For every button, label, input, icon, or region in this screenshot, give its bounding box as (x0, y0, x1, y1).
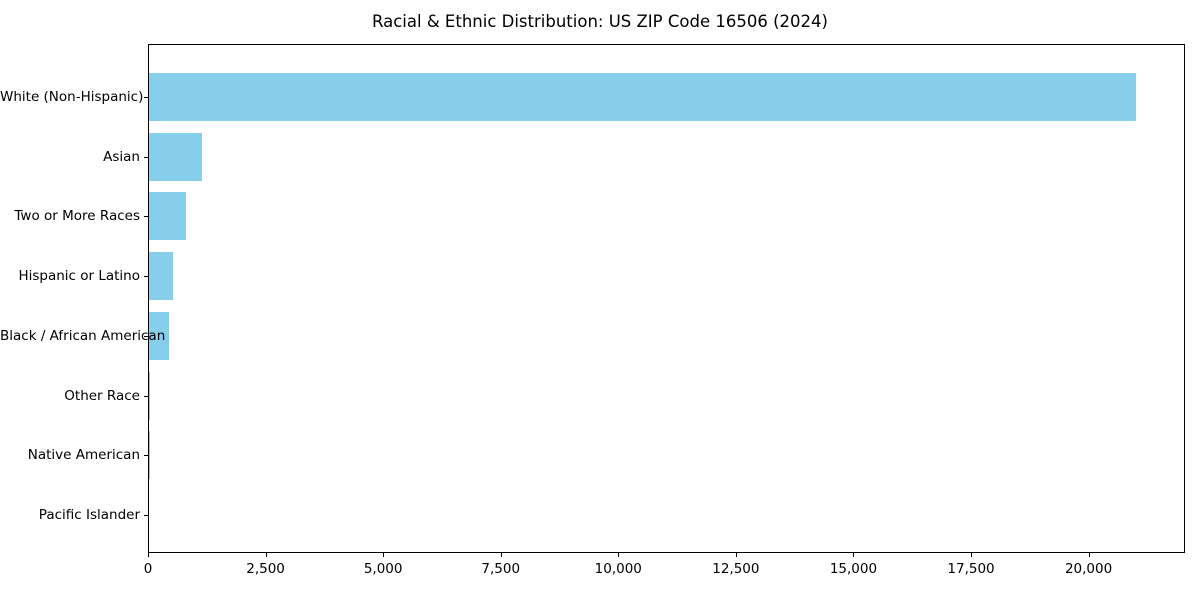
x-tick-mark (1088, 553, 1090, 557)
x-tick-label: 12,500 (712, 561, 760, 577)
y-tick-mark (144, 514, 148, 516)
bar-other-race (149, 371, 150, 420)
y-tick-label: Two or More Races (14, 208, 140, 225)
y-tick-mark (144, 276, 148, 278)
x-tick-label: 17,500 (947, 561, 995, 577)
bar-black-african-american (149, 311, 170, 360)
x-tick-mark (618, 553, 620, 557)
y-tick-label: Native American (27, 447, 140, 464)
x-tick-label: 7,500 (481, 561, 521, 577)
x-tick-mark (148, 553, 149, 557)
chart-title: Racial & Ethnic Distribution: US ZIP Cod… (372, 12, 828, 31)
y-tick-label: White (Non-Hispanic) (0, 89, 144, 105)
y-tick-mark (144, 455, 148, 457)
x-tick-label: 10,000 (594, 561, 642, 577)
x-tick-mark (500, 553, 502, 557)
y-tick-label: Hispanic or Latino (18, 268, 140, 285)
y-tick-label: Asian (103, 148, 140, 165)
y-tick-label: Black / African American (0, 327, 166, 344)
bar-hispanic-or-latino (149, 252, 174, 301)
bar-asian (149, 132, 202, 181)
x-tick-mark (735, 553, 737, 557)
x-tick-mark (265, 553, 267, 557)
x-tick-mark (971, 553, 973, 557)
x-tick-label: 0 (143, 561, 153, 577)
plot-area (148, 44, 1185, 553)
x-tick-label: 15,000 (829, 561, 878, 577)
y-tick-label: Other Race (64, 387, 140, 404)
x-tick-label: 5,000 (363, 561, 403, 577)
x-tick-label: 2,500 (246, 561, 285, 577)
y-tick-mark (144, 216, 148, 218)
x-tick-mark (383, 553, 385, 557)
y-tick-mark (144, 395, 148, 397)
y-tick-mark (144, 335, 148, 337)
x-tick-mark (853, 553, 855, 557)
x-tick-label: 20,000 (1064, 561, 1113, 577)
bar-white-non-hispanic (149, 73, 1136, 121)
y-tick-mark (144, 156, 148, 158)
y-tick-label: Pacific Islander (38, 506, 140, 523)
y-tick-mark (144, 97, 148, 98)
bar-two-or-more-races (149, 192, 186, 241)
